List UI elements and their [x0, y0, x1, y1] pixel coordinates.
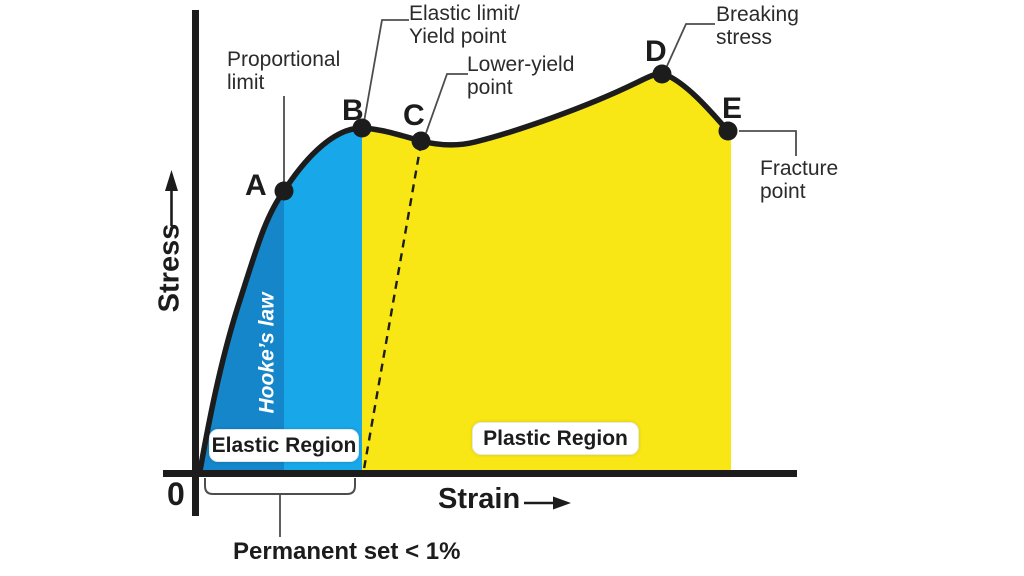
y-axis-line — [192, 10, 199, 516]
connector-fracture-point — [739, 130, 797, 156]
hookes-law-label: Hooke’s law — [255, 292, 279, 414]
annotation-lower-yield: Lower-yield point — [467, 53, 575, 99]
x-axis-label: Strain — [438, 483, 521, 515]
connector-lower-yield — [425, 73, 468, 134]
x-axis-arrow-icon — [524, 496, 571, 510]
elastic-region-text: Elastic Region — [211, 433, 357, 457]
point-dot-d — [652, 64, 672, 84]
connector-breaking-stress — [666, 23, 715, 67]
annotation-breaking-stress: Breaking stress — [716, 3, 799, 49]
elastic-region-dark-fill — [200, 191, 284, 472]
plastic-region-label: Plastic Region — [472, 422, 639, 455]
y-axis-label: Stress — [153, 223, 186, 313]
point-label-a: A — [245, 169, 267, 202]
elastic-region-label: Elastic Region — [209, 429, 359, 462]
point-dot-c — [411, 131, 431, 151]
plastic-region-fill — [362, 73, 731, 473]
origin-label: 0 — [167, 476, 185, 512]
point-label-d: D — [645, 35, 667, 68]
permanent-set-label: Permanent set < 1% — [233, 538, 461, 565]
point-label-e: E — [722, 92, 743, 125]
point-dot-b — [352, 118, 372, 138]
connector-elastic-limit — [363, 19, 409, 123]
point-dot-a — [274, 181, 294, 201]
permanent-set-bracket — [204, 478, 356, 495]
point-label-c: C — [403, 99, 425, 132]
point-label-b: B — [342, 94, 364, 127]
plastic-region-text: Plastic Region — [483, 426, 628, 450]
x-axis-line — [163, 470, 797, 477]
annotation-fracture-point: Fracture point — [760, 157, 839, 203]
annotation-elastic-limit: Elastic limit/ Yield point — [409, 2, 520, 48]
point-dot-e — [718, 121, 738, 141]
annotation-proportional-limit: Proportional limit — [227, 48, 341, 94]
y-axis-arrow-icon — [165, 170, 178, 226]
